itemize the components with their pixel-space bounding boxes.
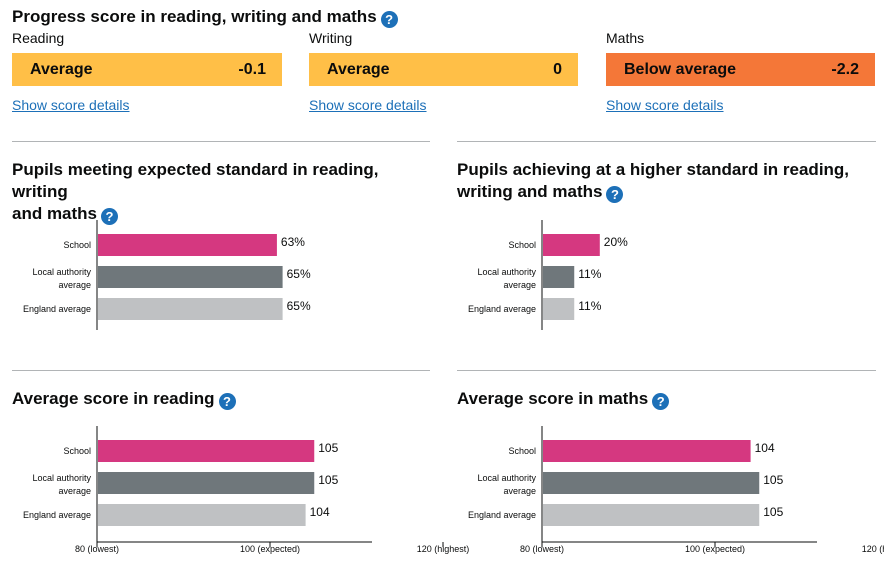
bar-school (543, 234, 600, 256)
chart-maths-score: School Local authority average England aver… (445, 426, 884, 566)
chart-title-expected: Pupils meeting expected standard in read… (12, 159, 430, 225)
subject-label-writing: Writing (309, 30, 353, 46)
category-label: average (58, 280, 91, 290)
progress-writing: Writing Average 0 Show score details (309, 30, 578, 113)
bar-chart-svg: School Local authority average England aver… (468, 220, 628, 330)
chart-title-line: Average score in maths (457, 389, 649, 408)
bar-local-authority (98, 266, 283, 288)
progress-band-maths: Below average -2.2 (606, 53, 875, 86)
bar-school (98, 440, 315, 462)
help-icon[interactable]: ? (218, 393, 236, 410)
data-label: 104 (755, 441, 775, 455)
tick-label: 100 (expected) (240, 544, 300, 554)
show-score-details-link[interactable]: Show score details (606, 97, 724, 113)
data-label: 105 (318, 473, 338, 487)
chart-higher-standard: School Local authority average England aver… (445, 220, 875, 330)
bar-england (98, 298, 283, 320)
data-label: 63% (281, 235, 305, 249)
progress-maths: Maths Below average -2.2 Show score deta… (606, 30, 875, 113)
category-label: Local authority (477, 267, 536, 277)
bar-chart-svg: School Local authority average England aver… (468, 426, 884, 554)
chart-title-line: writing and maths (457, 182, 603, 201)
tick-label: 100 (expected) (685, 544, 745, 554)
category-label: School (508, 446, 536, 456)
chart-title-line: Pupils meeting expected standard in read… (12, 160, 379, 201)
tick-label: 120 (highest) (417, 544, 470, 554)
data-label: 20% (604, 235, 628, 249)
category-label: average (503, 486, 536, 496)
progress-band-writing: Average 0 (309, 53, 578, 86)
help-icon[interactable]: ? (380, 11, 398, 28)
data-label: 65% (287, 267, 311, 281)
category-label: England average (23, 510, 91, 520)
category-label: Local authority (32, 473, 91, 483)
band-score: -2.2 (831, 60, 859, 78)
bar-chart-svg: School Local authority average England aver… (23, 426, 469, 554)
category-label: School (508, 240, 536, 250)
progress-reading: Reading Average -0.1 Show score details (12, 30, 282, 113)
bar-local-authority (543, 266, 575, 288)
band-label: Below average (624, 60, 737, 78)
progress-band-reading: Average -0.1 (12, 53, 282, 86)
show-score-details-link[interactable]: Show score details (309, 97, 427, 113)
category-label: England average (468, 510, 536, 520)
chart-title-line: and maths (12, 204, 98, 223)
tick-label: 80 (lowest) (75, 544, 119, 554)
chart-expected-standard: School Local authority average England aver… (0, 220, 430, 330)
band-score: -0.1 (238, 60, 266, 78)
data-label: 105 (763, 505, 783, 519)
band-label: Average (30, 60, 93, 78)
bar-england (543, 298, 575, 320)
category-label: School (63, 446, 91, 456)
category-label: Local authority (477, 473, 536, 483)
bar-chart-svg: School Local authority average England aver… (23, 220, 311, 330)
category-label: School (63, 240, 91, 250)
bar-school (98, 234, 277, 256)
help-icon[interactable]: ? (101, 208, 119, 225)
data-label: 65% (287, 299, 311, 313)
data-label: 104 (310, 505, 330, 519)
subject-label-reading: Reading (12, 30, 65, 46)
chart-title-reading: Average score in reading? (12, 388, 236, 410)
divider (457, 370, 876, 371)
chart-title-line: Average score in reading (12, 389, 215, 408)
bar-school (543, 440, 751, 462)
bar-england (98, 504, 306, 526)
progress-title: Progress score in reading, writing and m… (12, 6, 398, 28)
data-label: 11% (578, 299, 601, 313)
show-score-details-link[interactable]: Show score details (12, 97, 130, 113)
category-label: Local authority (32, 267, 91, 277)
bar-england (543, 504, 760, 526)
chart-reading-score: School Local authority average England aver… (0, 426, 469, 566)
category-label: England average (468, 304, 536, 314)
chart-title-line: Pupils achieving at a higher standard in… (457, 160, 850, 179)
divider (12, 141, 430, 142)
tick-label: 80 (lowest) (520, 544, 564, 554)
progress-title-text: Progress score in reading, writing and m… (12, 7, 377, 26)
tick-label: 120 (highest) (862, 544, 884, 554)
help-icon[interactable]: ? (606, 186, 624, 203)
data-label: 105 (318, 441, 338, 455)
divider (457, 141, 876, 142)
bar-local-authority (98, 472, 315, 494)
subject-label-maths: Maths (606, 30, 645, 46)
band-score: 0 (553, 60, 562, 78)
data-label: 105 (763, 473, 783, 487)
data-label: 11% (578, 267, 601, 281)
help-icon[interactable]: ? (652, 393, 670, 410)
chart-title-maths: Average score in maths? (457, 388, 670, 410)
band-label: Average (327, 60, 390, 78)
chart-title-higher: Pupils achieving at a higher standard in… (457, 159, 876, 203)
category-label: England average (23, 304, 91, 314)
category-label: average (58, 486, 91, 496)
bar-local-authority (543, 472, 760, 494)
category-label: average (503, 280, 536, 290)
divider (12, 370, 430, 371)
